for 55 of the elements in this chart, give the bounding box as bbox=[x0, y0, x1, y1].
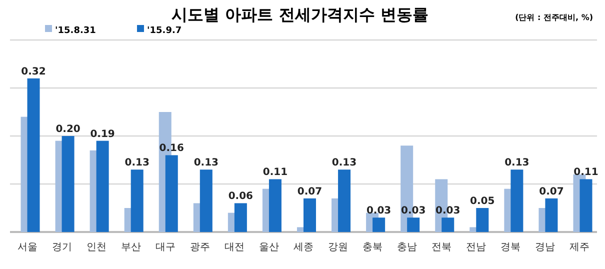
x-tick-label: 인천 bbox=[86, 242, 106, 253]
x-tick-label: 경북 bbox=[500, 242, 521, 253]
x-tick-label: 충남 bbox=[397, 242, 418, 253]
x-tick-label: 전북 bbox=[432, 242, 452, 253]
x-tick-label: 대구 bbox=[155, 242, 176, 253]
bar bbox=[442, 218, 454, 232]
bar bbox=[200, 170, 212, 232]
data-label: 0.13 bbox=[194, 158, 219, 169]
data-label: 0.07 bbox=[539, 186, 564, 198]
x-tick-label: 대전 bbox=[224, 242, 244, 253]
data-label: 0.13 bbox=[504, 158, 530, 169]
legend-label: '15.8.31 bbox=[55, 26, 96, 36]
x-tick-label: 세종 bbox=[294, 242, 314, 253]
data-label: 0.07 bbox=[297, 186, 322, 198]
data-label: 0.20 bbox=[56, 124, 80, 135]
bar bbox=[545, 198, 558, 232]
data-label: 0.11 bbox=[574, 167, 598, 178]
bar bbox=[268, 179, 282, 232]
x-tick-label: 경기 bbox=[52, 242, 72, 253]
data-label: 0.11 bbox=[262, 167, 288, 178]
data-label: 0.03 bbox=[436, 206, 460, 217]
x-tick-label: 전남 bbox=[466, 242, 486, 253]
bar bbox=[580, 179, 592, 232]
chart-title: 시도별 아파트 전세가격지수 변동률 bbox=[172, 5, 428, 24]
bar bbox=[372, 218, 386, 232]
data-label: 0.13 bbox=[124, 158, 150, 169]
legend-label: '15.9.7 bbox=[147, 26, 182, 36]
bar bbox=[27, 78, 40, 232]
data-label: 0.06 bbox=[228, 191, 254, 202]
data-label: 0.03 bbox=[366, 206, 392, 217]
x-tick-label: 경남 bbox=[535, 242, 556, 253]
x-tick-label: 충북 bbox=[362, 242, 383, 253]
bar bbox=[407, 218, 420, 232]
x-tick-label: 제주 bbox=[570, 242, 590, 253]
data-label: 0.03 bbox=[400, 206, 426, 217]
x-tick-label: 서울 bbox=[17, 242, 38, 253]
bar bbox=[234, 203, 247, 232]
bar bbox=[510, 170, 524, 232]
data-label: 0.16 bbox=[159, 143, 184, 154]
bar bbox=[96, 140, 109, 232]
text: (단위 : 전주대비, %) bbox=[515, 13, 593, 22]
bar bbox=[338, 170, 351, 232]
x-tick-label: 광주 bbox=[190, 242, 210, 253]
data-label: 0.13 bbox=[332, 158, 357, 169]
x-tick-label: 울산 bbox=[258, 242, 279, 253]
bar bbox=[165, 155, 178, 232]
data-label: 0.19 bbox=[90, 128, 115, 140]
data-label: 0.32 bbox=[21, 66, 46, 78]
x-tick-label: 강원 bbox=[328, 242, 348, 253]
x-tick-label: 부산 bbox=[120, 242, 141, 253]
bar bbox=[130, 170, 144, 232]
data-label: 0.05 bbox=[470, 196, 495, 207]
bar bbox=[476, 208, 489, 232]
bar bbox=[62, 136, 74, 232]
bar bbox=[304, 198, 316, 232]
